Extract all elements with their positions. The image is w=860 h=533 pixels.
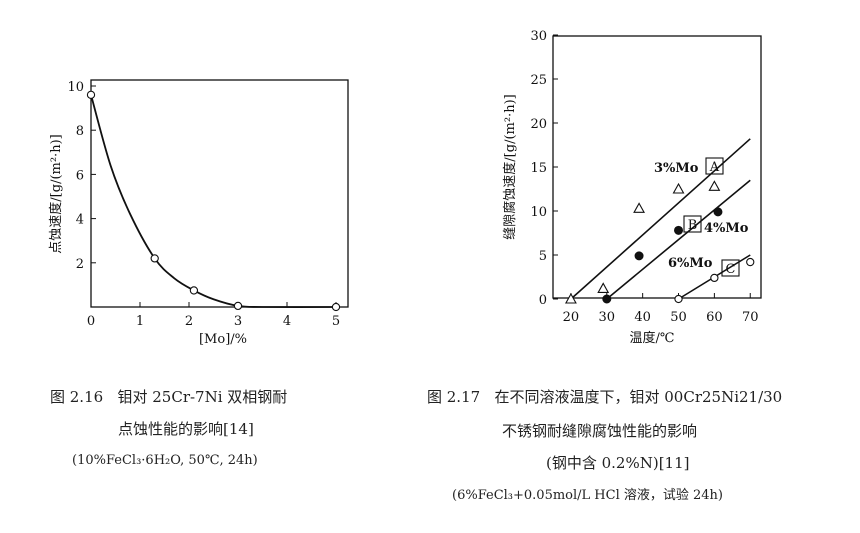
chart2-point [674,294,683,304]
box-a-label: A [709,160,720,175]
fig2-caption-line3: (钢中含 0.2%N)[11] [546,454,690,472]
box-a [705,157,724,175]
chart1-point [331,302,341,312]
chart1-ytick-label: 2 [76,257,84,272]
chart2-ytick-label: 20 [530,117,547,132]
chart2-xlabel: 温度/℃ [630,330,675,346]
chart2-ytick-label: 5 [539,249,547,264]
chart2-point [746,257,755,267]
fig1-caption-line2: 点蚀性能的影响[14] [118,420,254,438]
chart2-ytick-label: 15 [530,161,547,176]
chart2-point [674,225,684,235]
chart2-fit-line-1 [570,138,751,300]
chart1-ytick-label: 6 [76,168,84,183]
chart1-ytick-label: 8 [76,124,84,139]
chart2-point [597,282,610,293]
chart1-xtick-label: 0 [87,314,95,329]
chart2-point [708,180,721,191]
box-b-label: B [688,218,698,233]
series-label-3mo: 3%Mo [654,161,699,176]
box-b [683,215,702,233]
chart2-point [710,273,719,283]
chart1-point [189,286,199,295]
chart2-ytick-label: 0 [539,293,547,308]
chart-mo-pitting: 点蚀速度/[g/(m²·h)] [Mo]/% 0 1 2 3 4 5 2 4 6 8 10 [48,79,349,347]
chart2-point [633,202,646,213]
chart2-ytick-label: 25 [530,73,547,88]
chart2-xtick-label: 70 [742,310,759,325]
chart1-curve [90,94,337,308]
chart1-xtick-label: 1 [136,314,144,329]
chart1-xtick-label: 5 [332,314,340,329]
chart2-xtick-label: 40 [634,310,651,325]
fig1-caption-title: 钼对 25Cr-7Ni 双相钢耐 [117,388,288,406]
chart2-xtick-label: 50 [670,310,687,325]
fig1-caption-line1: 图 2.16 钼对 25Cr-7Ni 双相钢耐 [50,386,287,407]
chart1-ytick-label: 4 [76,213,84,228]
chart1-frame [90,79,349,308]
chart2-fit-line-2 [606,179,751,300]
chart1-ylabel: 点蚀速度/[g/(m²·h)] [48,134,64,253]
chart-crevice-temperature: 缝隙腐蚀速度/[g/(m²·h)] 温度/℃ 3%Mo A B 4%Mo 6%M… [502,29,762,346]
fig1-caption-line3: (10%FeCl₃·6H₂O, 50℃, 24h) [72,453,258,468]
chart2-point [602,294,612,304]
fig2-caption-line4: (6%FeCl₃+0.05mol/L HCl 溶液，试验 24h) [452,488,724,503]
fig1-caption-number: 图 2.16 [50,388,104,406]
chart1-point [86,90,96,99]
chart1-point [150,254,159,263]
fig2-caption-number: 图 2.17 [427,388,481,406]
chart1-xtick-label: 3 [234,314,242,329]
box-c-label: C [726,262,736,277]
chart1-xtick-label: 2 [185,314,193,329]
chart1-ytick-label: 10 [67,80,84,95]
chart2-xtick-label: 20 [563,310,580,325]
chart2-xtick-label: 60 [706,310,723,325]
chart1-xlabel: [Mo]/% [199,332,247,347]
fig2-caption-line2: 不锈钢耐缝隙腐蚀性能的影响 [502,422,698,440]
chart2-ytick-label: 10 [530,205,547,220]
chart1-point [233,301,243,311]
chart2-ytick-label: 30 [530,29,547,44]
series-label-6mo: 6%Mo [668,256,713,271]
chart2-point [634,251,644,261]
chart2-point [672,182,685,194]
chart2-xtick-label: 30 [599,310,616,325]
series-label-4mo: 4%Mo [704,221,749,236]
chart2-point [564,292,577,304]
chart1-xtick-label: 4 [283,314,291,329]
chart2-point [713,207,723,217]
fig2-caption-line1: 图 2.17 在不同溶液温度下，钼对 00Cr25Ni21/30 [427,386,782,407]
chart2-ylabel: 缝隙腐蚀速度/[g/(m²·h)] [502,94,518,239]
fig2-caption-title: 在不同溶液温度下，钼对 00Cr25Ni21/30 [494,388,783,406]
